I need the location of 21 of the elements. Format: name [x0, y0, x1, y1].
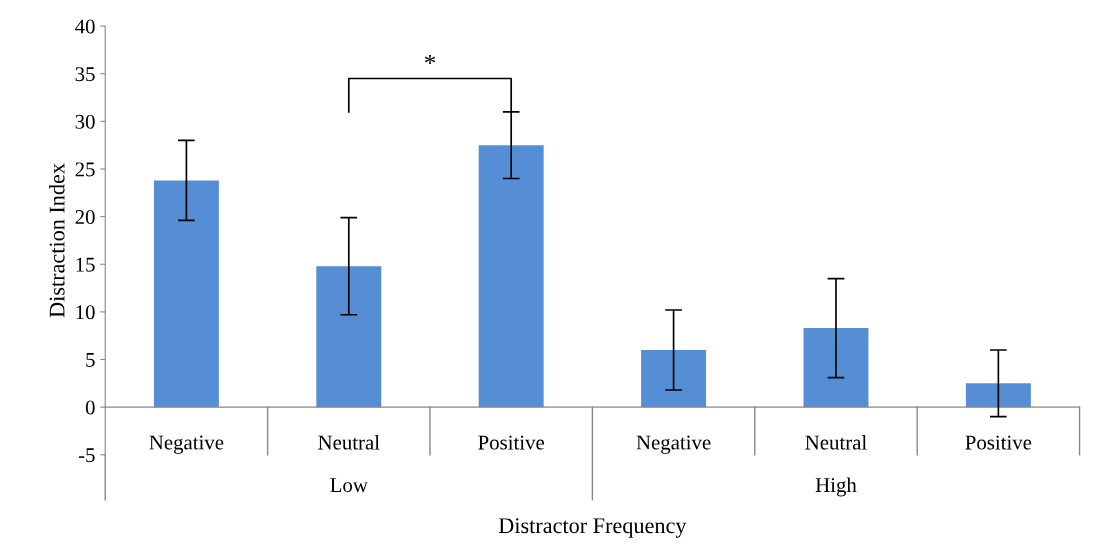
x-tick-label: Neutral: [318, 434, 380, 450]
annotation: *: [424, 54, 436, 65]
y-tick-label: 25: [75, 162, 95, 177]
x-tick-label: Negative: [636, 435, 711, 454]
x-axis-title: Distractor Frequency: [498, 518, 687, 538]
x-tick-label: Positive: [478, 435, 545, 450]
text: Low: [330, 478, 368, 493]
y-tick-label: 35: [75, 67, 95, 82]
y-tick-label: 15: [76, 257, 95, 272]
y-tick-label: 0: [85, 400, 95, 415]
x-tick-label: Neutral: [805, 434, 867, 450]
y-tick-label: 30: [75, 114, 95, 129]
y-tick-label: 40: [75, 19, 95, 34]
y-tick-label: -5: [78, 448, 95, 463]
y-tick-label: 5: [86, 353, 95, 367]
y-tick-label: 20: [75, 210, 95, 225]
text: High: [815, 477, 857, 497]
x-tick-label: Positive: [965, 435, 1032, 450]
y-axis-title: Distraction Index: [48, 163, 65, 318]
x-tick-label: Negative: [149, 435, 224, 454]
y-tick-label: 10: [76, 305, 95, 320]
